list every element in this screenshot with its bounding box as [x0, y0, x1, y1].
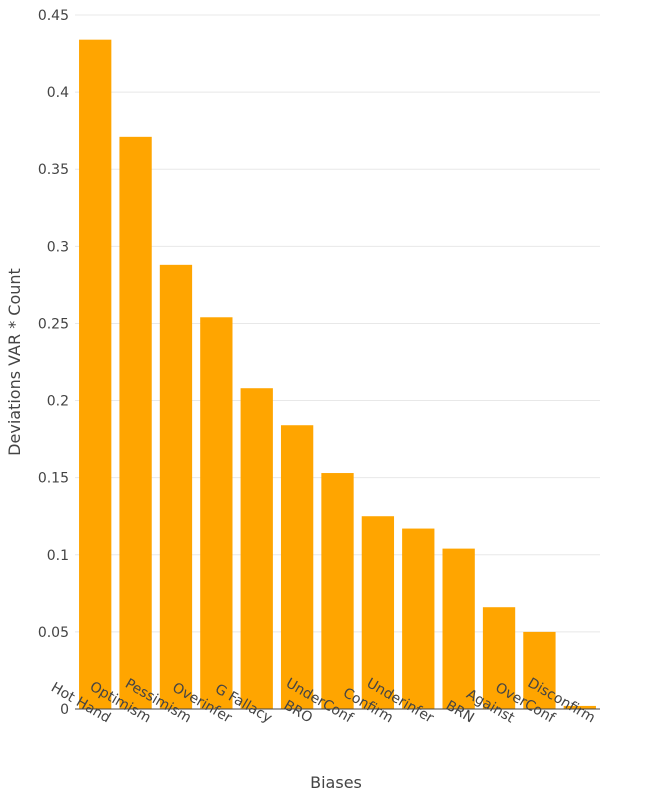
y-tick-label: 0.4 [47, 85, 69, 101]
bars [79, 39, 596, 710]
x-axis-title: Biases [310, 773, 362, 792]
y-axis-title: Deviations VAR * Count [5, 268, 24, 456]
y-tick-label: 0.2 [47, 394, 69, 410]
bar[interactable] [200, 317, 233, 709]
y-tick-label: 0.15 [38, 471, 69, 487]
bar[interactable] [523, 631, 556, 709]
bar[interactable] [79, 39, 112, 710]
bar[interactable] [442, 548, 475, 709]
bar[interactable] [280, 425, 314, 709]
bar[interactable] [119, 136, 152, 709]
y-axis-ticks: 0 0.05 0.1 0.15 0.2 0.25 0.3 0.35 0.4 0.45 [38, 8, 69, 718]
y-tick-label: 0.35 [38, 162, 69, 178]
bar[interactable] [482, 607, 516, 709]
y-tick-label: 0 [60, 702, 69, 718]
bar[interactable] [361, 516, 395, 709]
bar[interactable] [321, 473, 354, 709]
bar[interactable] [563, 705, 596, 709]
y-tick-label: 0.3 [47, 239, 69, 255]
y-tick-label: 0.45 [38, 8, 69, 24]
bar[interactable] [240, 388, 273, 709]
y-tick-label: 0.25 [38, 316, 69, 332]
y-tick-label: 0.05 [38, 625, 69, 641]
bar[interactable] [402, 528, 435, 709]
y-tick-label: 0.1 [47, 548, 69, 564]
bar[interactable] [159, 264, 193, 709]
